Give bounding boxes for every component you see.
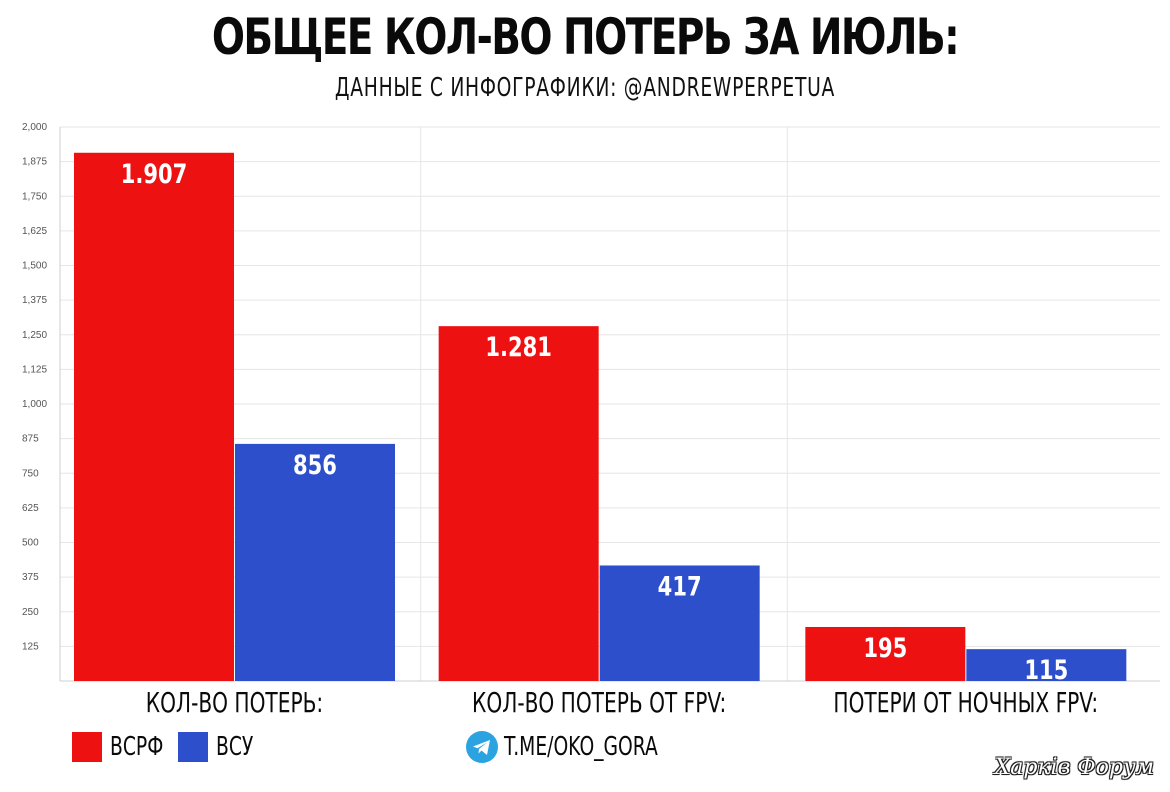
y-tick-label: 250 (22, 607, 39, 618)
y-tick-label: 1,000 (22, 399, 47, 410)
y-tick-label: 125 (22, 641, 39, 652)
legend-label-vsu: ВСУ (216, 732, 254, 762)
data-label: 856 (293, 449, 337, 480)
data-label: 1.907 (121, 158, 188, 189)
chart-subtitle: ДАННЫЕ С ИНФОГРАФИКИ: @ANDREWPERPETUA (334, 73, 836, 103)
telegram-icon (466, 731, 498, 763)
y-tick-label: 1,250 (22, 330, 47, 341)
chart-title: ОБЩЕЕ КОЛ-ВО ПОТЕРЬ ЗА ИЮЛЬ: (211, 8, 960, 66)
data-label: 195 (863, 632, 907, 663)
x-category-label: ПОТЕРИ ОТ НОЧНЫХ FPV: (833, 686, 1098, 719)
y-tick-label: 1,500 (22, 261, 47, 272)
data-label: 115 (1024, 655, 1068, 686)
bar (235, 443, 395, 681)
bar (74, 152, 234, 682)
y-tick-label: 750 (22, 468, 39, 479)
channel-label: T.ME/OKO_GORA (504, 732, 658, 762)
y-tick-label: 1,375 (22, 295, 47, 306)
data-label: 417 (658, 571, 702, 602)
y-tick-label: 875 (22, 434, 39, 445)
y-tick-label: 500 (22, 538, 39, 549)
y-tick-label: 375 (22, 572, 39, 583)
y-tick-label: 1,125 (22, 364, 47, 375)
bar (966, 649, 1127, 681)
bar (438, 326, 599, 681)
x-category-label: КОЛ-ВО ПОТЕРЬ: (146, 686, 323, 719)
legend-label-vsrf: ВСРФ (110, 732, 164, 762)
legend-item-vsrf: ВСРФ (72, 730, 184, 764)
y-tick-label: 1,625 (22, 226, 47, 237)
data-label: 1.281 (485, 332, 552, 363)
x-category-label: КОЛ-ВО ПОТЕРЬ ОТ FPV: (472, 686, 726, 719)
y-tick-label: 2,000 (22, 122, 47, 133)
bar (599, 565, 760, 681)
bar (805, 626, 966, 681)
channel-link[interactable]: T.ME/OKO_GORA (466, 731, 718, 763)
legend-swatch-vsu (178, 732, 208, 762)
y-tick-label: 625 (22, 503, 39, 514)
forum-watermark: Харків Форум (994, 755, 1154, 780)
legend-swatch-vsrf (72, 732, 102, 762)
y-tick-label: 1,750 (22, 191, 47, 202)
y-tick-label: 1,875 (22, 157, 47, 168)
legend-item-vsu: ВСУ (178, 730, 268, 764)
